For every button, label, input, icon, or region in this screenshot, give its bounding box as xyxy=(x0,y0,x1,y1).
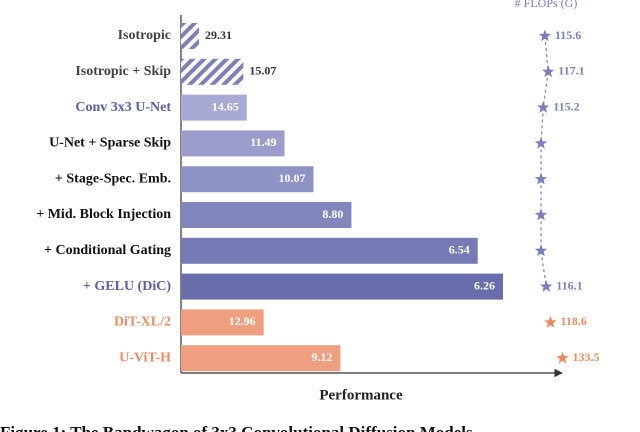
flops-title: # FLOPs (G) xyxy=(515,0,578,10)
category-label: + Conditional Gating xyxy=(44,243,171,258)
category-label: U-ViT-H xyxy=(119,350,171,365)
value-label: 6.26 xyxy=(474,278,495,292)
flops-star xyxy=(542,65,555,78)
value-label: 11.49 xyxy=(250,135,276,149)
flops-star xyxy=(534,172,548,185)
caption: Figure 1: The Bandwagon of 3x3 Convoluti… xyxy=(0,423,473,432)
flops-label: 116.1 xyxy=(556,278,582,292)
flops-label: 117.1 xyxy=(558,64,584,78)
category-label: + Stage-Spec. Emb. xyxy=(55,171,171,186)
bar xyxy=(181,166,314,193)
category-label: + Mid. Block Injection xyxy=(36,207,171,222)
category-label: DiT-XL/2 xyxy=(114,315,171,330)
value-label: 6.54 xyxy=(449,243,470,257)
category-label: Conv 3x3 U-Net xyxy=(75,100,171,115)
flops-star xyxy=(537,101,550,113)
value-label: 29.31 xyxy=(205,28,232,42)
value-label: 10.07 xyxy=(278,171,305,185)
flops-label: 115.2 xyxy=(553,99,579,113)
bar xyxy=(181,202,352,228)
category-label: Isotropic xyxy=(118,28,171,43)
value-label: 15.07 xyxy=(249,64,276,78)
bar xyxy=(181,94,247,121)
flops-star xyxy=(534,136,548,149)
flops-label: 118.6 xyxy=(560,314,586,328)
value-label: 12.96 xyxy=(229,314,256,328)
bar xyxy=(181,130,285,157)
category-label: U-Net + Sparse Skip xyxy=(49,136,171,151)
bar xyxy=(181,237,478,264)
flops-label: 133.5 xyxy=(573,350,600,364)
value-label: 14.65 xyxy=(212,99,239,113)
category-label: + GELU (DiC) xyxy=(83,279,171,294)
value-label: 9.12 xyxy=(311,350,332,364)
flops-star xyxy=(544,315,557,328)
flops-star xyxy=(540,280,553,292)
flops-label: 115.6 xyxy=(555,28,581,42)
bar xyxy=(181,58,244,85)
category-label: Isotropic + Skip xyxy=(75,64,171,79)
value-label: 8.80 xyxy=(322,207,343,221)
bar xyxy=(181,273,503,300)
bar xyxy=(181,23,199,49)
flops-star xyxy=(534,244,548,257)
bar xyxy=(181,345,341,372)
x-axis-label: Performance xyxy=(319,387,403,403)
flops-star xyxy=(534,208,548,221)
flops-star xyxy=(556,351,569,364)
bar xyxy=(181,309,264,336)
flops-star xyxy=(538,29,552,42)
